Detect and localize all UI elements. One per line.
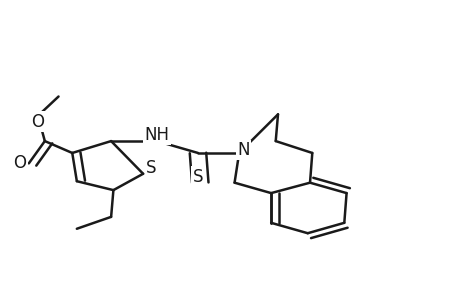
Text: N: N: [237, 141, 249, 159]
Text: S: S: [146, 159, 156, 177]
Text: O: O: [13, 154, 26, 172]
Text: NH: NH: [144, 126, 169, 144]
Text: S: S: [192, 168, 203, 186]
Text: O: O: [31, 113, 45, 131]
